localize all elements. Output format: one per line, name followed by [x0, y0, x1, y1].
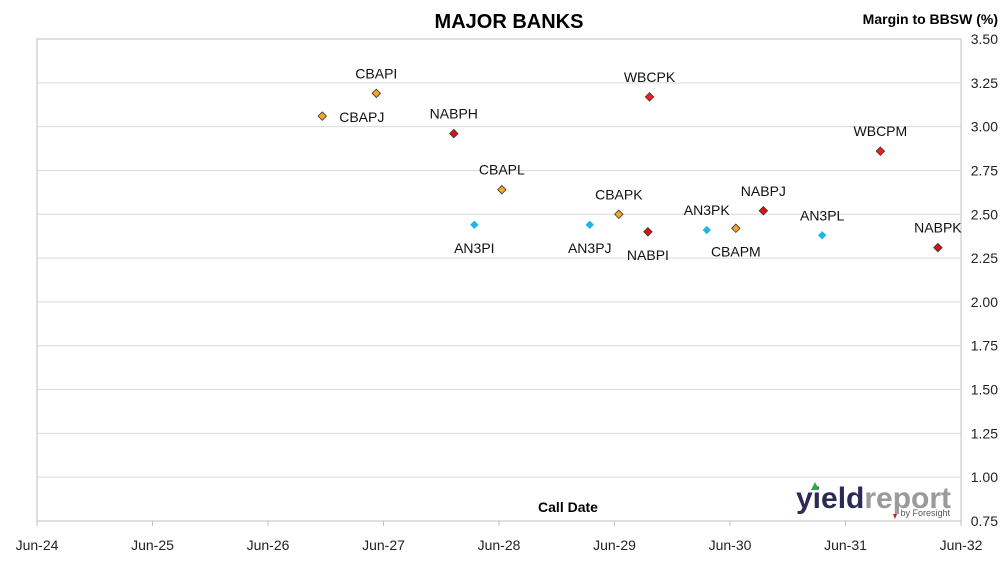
- data-label-cbapi: CBAPI: [355, 65, 397, 81]
- y-tick-label: 0.75: [971, 513, 998, 529]
- x-axis-title: Call Date: [538, 499, 598, 515]
- data-point-an3pi: [470, 220, 479, 229]
- y-axis-ticks: 0.75 1.00 1.25 1.50 1.75 2.00 2.25 2.50 2.75 3.00…: [971, 31, 998, 529]
- data-label-wbcpm: WBCPM: [854, 123, 908, 139]
- y-tick-label: 2.25: [971, 250, 998, 266]
- x-tick-label: Jun-29: [593, 537, 636, 553]
- logo-text-report: report: [864, 482, 951, 515]
- data-point-wbcpm: [875, 146, 886, 156]
- svg-text:yieldreport: yieldreport: [796, 482, 951, 515]
- x-tick-label: Jun-25: [131, 537, 174, 553]
- x-axis-ticks: Jun-24 Jun-25 Jun-26 Jun-27 Jun-28 Jun-29 Jun-…: [16, 521, 983, 553]
- data-label-cbapm: CBAPM: [711, 243, 761, 259]
- data-label-cbapk: CBAPK: [595, 186, 643, 202]
- data-label-an3pj: AN3PJ: [568, 240, 612, 256]
- y-tick-label: 1.00: [971, 469, 998, 485]
- logo-down-arrow-icon: [893, 514, 897, 519]
- data-point-wbcpk: [644, 92, 655, 102]
- y-tick-label: 1.25: [971, 425, 998, 441]
- gridlines: [37, 38, 961, 522]
- data-label-an3pk: AN3PK: [684, 202, 731, 218]
- data-point-cbapk: [614, 209, 624, 220]
- x-tick-label: Jun-27: [362, 537, 405, 553]
- data-point-an3pk: [702, 225, 711, 235]
- data-label-cbapl: CBAPL: [479, 162, 525, 178]
- y-tick-label: 3.00: [971, 119, 998, 135]
- data-point-an3pl: [817, 231, 827, 240]
- logo-up-arrow-icon: [811, 482, 819, 490]
- data-point-nabph: [449, 128, 459, 139]
- data-label-nabpj: NABPJ: [741, 183, 786, 199]
- y-tick-label: 1.75: [971, 338, 998, 354]
- x-tick-label: Jun-26: [247, 537, 290, 553]
- data-point-an3pj: [585, 220, 594, 229]
- data-label-an3pl: AN3PL: [800, 207, 845, 223]
- x-tick-label: Jun-24: [16, 537, 59, 553]
- data-point-cbapj: [317, 111, 327, 121]
- y-tick-label: 2.00: [971, 294, 998, 310]
- plot-frame: [36, 38, 962, 522]
- y-axis-title: Margin to BBSW (%): [863, 11, 998, 27]
- data-point-nabpj: [758, 206, 769, 216]
- data-point-nabpk: [933, 242, 943, 253]
- y-tick-label: 1.50: [971, 382, 998, 398]
- data-point-cbapl: [497, 184, 507, 195]
- data-label-wbcpk: WBCPK: [624, 69, 676, 85]
- x-tick-label: Jun-30: [709, 537, 752, 553]
- data-point-cbapm: [731, 223, 741, 234]
- data-points: CBAPJ CBAPI CBAPL CBAPK CBAPM NABPH NABPI NABPJ…: [317, 65, 962, 263]
- yieldreport-logo: yieldreport by Foresight: [796, 482, 951, 519]
- y-tick-label: 2.75: [971, 162, 998, 178]
- x-tick-label: Jun-31: [824, 537, 867, 553]
- y-tick-label: 3.25: [971, 75, 998, 91]
- data-point-nabpi: [643, 227, 653, 237]
- data-label-an3pi: AN3PI: [454, 240, 494, 256]
- x-tick-label: Jun-28: [478, 537, 521, 553]
- data-label-cbapj: CBAPJ: [339, 109, 384, 125]
- data-label-nabpi: NABPI: [627, 247, 669, 263]
- logo-text-yield: yield: [796, 482, 864, 515]
- data-label-nabpk: NABPK: [914, 220, 962, 236]
- data-label-nabph: NABPH: [430, 106, 478, 122]
- y-tick-label: 3.50: [971, 31, 998, 47]
- chart-title: MAJOR BANKS: [435, 11, 584, 33]
- data-point-cbapi: [371, 88, 382, 99]
- logo-subtitle: by Foresight: [900, 508, 950, 518]
- x-tick-label: Jun-32: [940, 537, 983, 553]
- y-tick-label: 2.50: [971, 206, 998, 222]
